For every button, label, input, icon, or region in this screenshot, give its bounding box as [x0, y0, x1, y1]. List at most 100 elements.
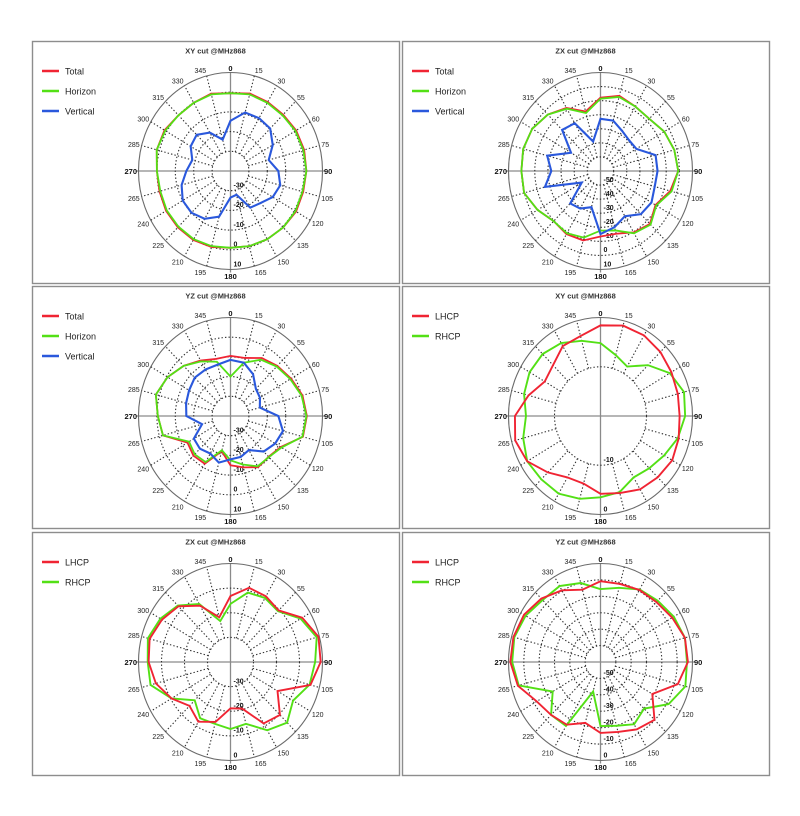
svg-text:-30: -30	[234, 183, 244, 190]
svg-text:285: 285	[128, 633, 140, 640]
svg-text:LHCP: LHCP	[435, 558, 459, 568]
svg-text:XY cut @MHz868: XY cut @MHz868	[555, 292, 616, 301]
svg-text:0: 0	[234, 752, 238, 759]
svg-text:15: 15	[625, 313, 633, 320]
svg-text:120: 120	[682, 466, 694, 473]
svg-text:-30: -30	[604, 703, 614, 710]
svg-text:300: 300	[507, 362, 519, 369]
svg-text:165: 165	[255, 761, 267, 768]
svg-text:195: 195	[195, 515, 207, 522]
svg-text:300: 300	[137, 608, 149, 615]
svg-text:120: 120	[682, 221, 694, 228]
svg-text:345: 345	[195, 68, 207, 75]
svg-text:240: 240	[507, 221, 519, 228]
svg-text:195: 195	[565, 515, 577, 522]
svg-text:105: 105	[691, 687, 703, 694]
svg-text:150: 150	[648, 751, 660, 758]
svg-text:165: 165	[255, 270, 267, 277]
svg-text:300: 300	[507, 608, 519, 615]
svg-text:RHCP: RHCP	[65, 578, 91, 588]
svg-text:330: 330	[172, 79, 184, 86]
svg-text:-10: -10	[604, 736, 614, 743]
svg-text:315: 315	[522, 586, 534, 593]
svg-text:135: 135	[297, 488, 309, 495]
svg-text:60: 60	[312, 362, 320, 369]
svg-text:-40: -40	[604, 687, 614, 694]
svg-text:315: 315	[152, 586, 164, 593]
svg-text:75: 75	[691, 387, 699, 394]
svg-text:10: 10	[234, 261, 242, 268]
svg-text:300: 300	[137, 117, 149, 124]
svg-text:210: 210	[542, 751, 554, 758]
svg-text:210: 210	[172, 260, 184, 267]
svg-text:345: 345	[565, 559, 577, 566]
svg-text:180: 180	[594, 517, 607, 526]
svg-text:-20: -20	[604, 720, 614, 727]
svg-text:285: 285	[498, 387, 510, 394]
svg-text:195: 195	[195, 270, 207, 277]
svg-text:285: 285	[128, 387, 140, 394]
svg-text:345: 345	[565, 68, 577, 75]
svg-text:225: 225	[522, 488, 534, 495]
svg-text:270: 270	[494, 412, 507, 421]
svg-text:180: 180	[594, 272, 607, 281]
svg-text:120: 120	[312, 466, 324, 473]
svg-text:225: 225	[522, 734, 534, 741]
svg-text:ZX cut @MHz868: ZX cut @MHz868	[185, 538, 245, 547]
svg-text:75: 75	[691, 142, 699, 149]
svg-text:30: 30	[278, 79, 286, 86]
svg-text:30: 30	[278, 570, 286, 577]
svg-text:0: 0	[228, 64, 232, 73]
svg-text:Vertical: Vertical	[435, 107, 465, 117]
svg-text:265: 265	[128, 196, 140, 203]
svg-text:55: 55	[297, 340, 305, 347]
svg-text:135: 135	[297, 243, 309, 250]
svg-text:210: 210	[172, 505, 184, 512]
svg-text:150: 150	[278, 505, 290, 512]
svg-text:345: 345	[195, 313, 207, 320]
svg-text:Horizon: Horizon	[65, 87, 96, 97]
svg-text:345: 345	[565, 313, 577, 320]
svg-text:345: 345	[195, 559, 207, 566]
svg-text:55: 55	[297, 586, 305, 593]
svg-text:-20: -20	[604, 219, 614, 226]
svg-text:-10: -10	[604, 457, 614, 464]
svg-text:210: 210	[542, 505, 554, 512]
svg-text:315: 315	[152, 340, 164, 347]
svg-text:105: 105	[321, 196, 333, 203]
svg-text:Total: Total	[435, 67, 454, 77]
svg-text:270: 270	[494, 167, 507, 176]
svg-text:0: 0	[228, 309, 232, 318]
svg-text:120: 120	[312, 221, 324, 228]
svg-text:240: 240	[507, 466, 519, 473]
svg-text:225: 225	[152, 734, 164, 741]
svg-text:-10: -10	[234, 728, 244, 735]
svg-text:300: 300	[137, 362, 149, 369]
svg-text:225: 225	[522, 243, 534, 250]
svg-text:270: 270	[124, 412, 137, 421]
svg-text:Total: Total	[65, 67, 84, 77]
svg-text:150: 150	[278, 751, 290, 758]
svg-text:-30: -30	[234, 428, 244, 435]
svg-text:-30: -30	[604, 205, 614, 212]
svg-text:60: 60	[682, 608, 690, 615]
svg-text:10: 10	[604, 261, 612, 268]
svg-text:270: 270	[494, 658, 507, 667]
svg-text:-20: -20	[234, 447, 244, 454]
svg-text:330: 330	[542, 324, 554, 331]
svg-text:55: 55	[667, 586, 675, 593]
svg-text:LHCP: LHCP	[435, 312, 459, 322]
svg-text:165: 165	[625, 761, 637, 768]
svg-text:240: 240	[137, 466, 149, 473]
svg-text:240: 240	[137, 221, 149, 228]
svg-text:55: 55	[667, 340, 675, 347]
svg-text:-40: -40	[604, 191, 614, 198]
svg-text:55: 55	[297, 95, 305, 102]
svg-text:55: 55	[667, 95, 675, 102]
svg-text:-20: -20	[234, 202, 244, 209]
svg-text:30: 30	[648, 79, 656, 86]
svg-text:165: 165	[255, 515, 267, 522]
svg-text:Vertical: Vertical	[65, 352, 95, 362]
svg-text:195: 195	[565, 761, 577, 768]
svg-text:150: 150	[648, 260, 660, 267]
